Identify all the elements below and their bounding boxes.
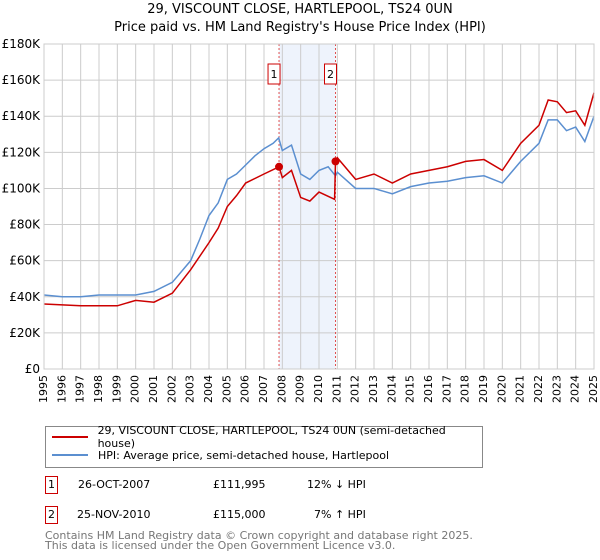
legend-item-property: 29, VISCOUNT CLOSE, HARTLEPOOL, TS24 0UN… [52,424,482,450]
transaction-price: £111,995 [213,478,266,491]
ownership-shade [279,44,336,369]
x-tick-label: 2017 [440,375,453,403]
y-tick-label: £20K [9,326,41,340]
transaction-marker: 2 [45,506,58,524]
y-tick-label: £40K [9,290,41,304]
x-tick-label: 2002 [165,375,178,403]
legend-label: 29, VISCOUNT CLOSE, HARTLEPOOL, TS24 0UN… [97,424,446,450]
x-tick-label: 2024 [569,375,582,403]
transaction-price: £115,000 [213,508,266,521]
x-tick-label: 2019 [477,375,490,403]
legend-swatch-red [52,436,88,438]
plot-frame [43,43,595,370]
y-tick-label: £60K [9,254,41,268]
x-tick-label: 2010 [312,375,325,403]
y-tick-label: £120K [2,145,42,159]
footer: Contains HM Land Registry data © Crown c… [45,529,473,552]
legend-swatch-blue [52,454,88,456]
x-tick-label: 2009 [294,375,307,403]
x-tick-label: 1997 [74,375,87,403]
x-tick-label: 2006 [239,375,252,403]
y-tick-label: £160K [2,73,42,87]
footer-line: Contains HM Land Registry data © Crown c… [45,529,473,542]
transaction-row: 2 25-NOV-2010 £115,000 7% ↑ HPI [45,506,445,524]
chart-title: 29, VISCOUNT CLOSE, HARTLEPOOL, TS24 0UN [147,2,453,17]
chart-subtitle: Price paid vs. HM Land Registry's House … [114,20,486,35]
x-tick-label: 2012 [349,375,362,403]
y-tick-label: £0 [25,362,40,376]
x-tick-label: 1995 [37,375,50,403]
transaction-hpi: 12% ↓ HPI [307,478,366,491]
transaction-marker: 1 [45,476,58,494]
x-tick-label: 2014 [385,375,398,403]
x-tick-label: 2007 [257,375,270,403]
x-tick-label: 2003 [184,375,197,403]
x-tick-label: 1996 [55,375,68,403]
x-tick-label: 2022 [532,375,545,403]
legend-label: HPI: Average price, semi-detached house,… [98,448,390,462]
y-tick-label: £180K [2,37,42,51]
price-chart: 1995 1996 1997 1998 1999 2000 2001 2002 2003 2004… [2,37,600,403]
sale-label: 1 [271,68,278,81]
x-tick-label: 2018 [459,375,472,403]
x-tick-label: 2023 [550,375,563,403]
footer-line: This data is licensed under the Open Gov… [45,539,396,552]
series-line [43,115,595,298]
transaction-row: 1 26-OCT-2007 £111,995 12% ↓ HPI [45,476,445,494]
sale-label: 2 [327,68,334,81]
y-tick-label: £140K [2,109,42,123]
y-tick-label: £100K [2,181,42,195]
x-tick-label: 2013 [367,375,380,403]
x-tick-label: 2005 [220,375,233,403]
transaction-date: 26-OCT-2007 [78,478,151,491]
x-tick-label: 2011 [330,375,343,403]
sale-point [331,157,340,166]
x-tick-label: 2020 [495,375,508,403]
x-tick-label: 2000 [129,375,142,403]
x-tick-label: 2025 [587,375,600,403]
sale-point [275,162,284,171]
x-tick-label: 2001 [147,375,160,403]
x-tick-label: 2015 [404,375,417,403]
x-tick-label: 1998 [92,375,105,403]
series-line [43,92,595,307]
x-tick-label: 2008 [275,375,288,403]
x-tick-label: 2021 [514,375,527,403]
transaction-date: 25-NOV-2010 [77,508,151,521]
x-tick-label: 1999 [110,375,123,403]
x-tick-label: 2016 [422,375,435,403]
legend-item-hpi: HPI: Average price, semi-detached house,… [52,447,389,463]
transaction-hpi: 7% ↑ HPI [314,508,366,521]
legend: 29, VISCOUNT CLOSE, HARTLEPOOL, TS24 0UN… [45,424,483,468]
sale-label-box [267,63,281,85]
x-tick-label: 2004 [202,375,215,403]
sale-label-box [324,63,337,85]
y-tick-label: £80K [9,218,41,232]
